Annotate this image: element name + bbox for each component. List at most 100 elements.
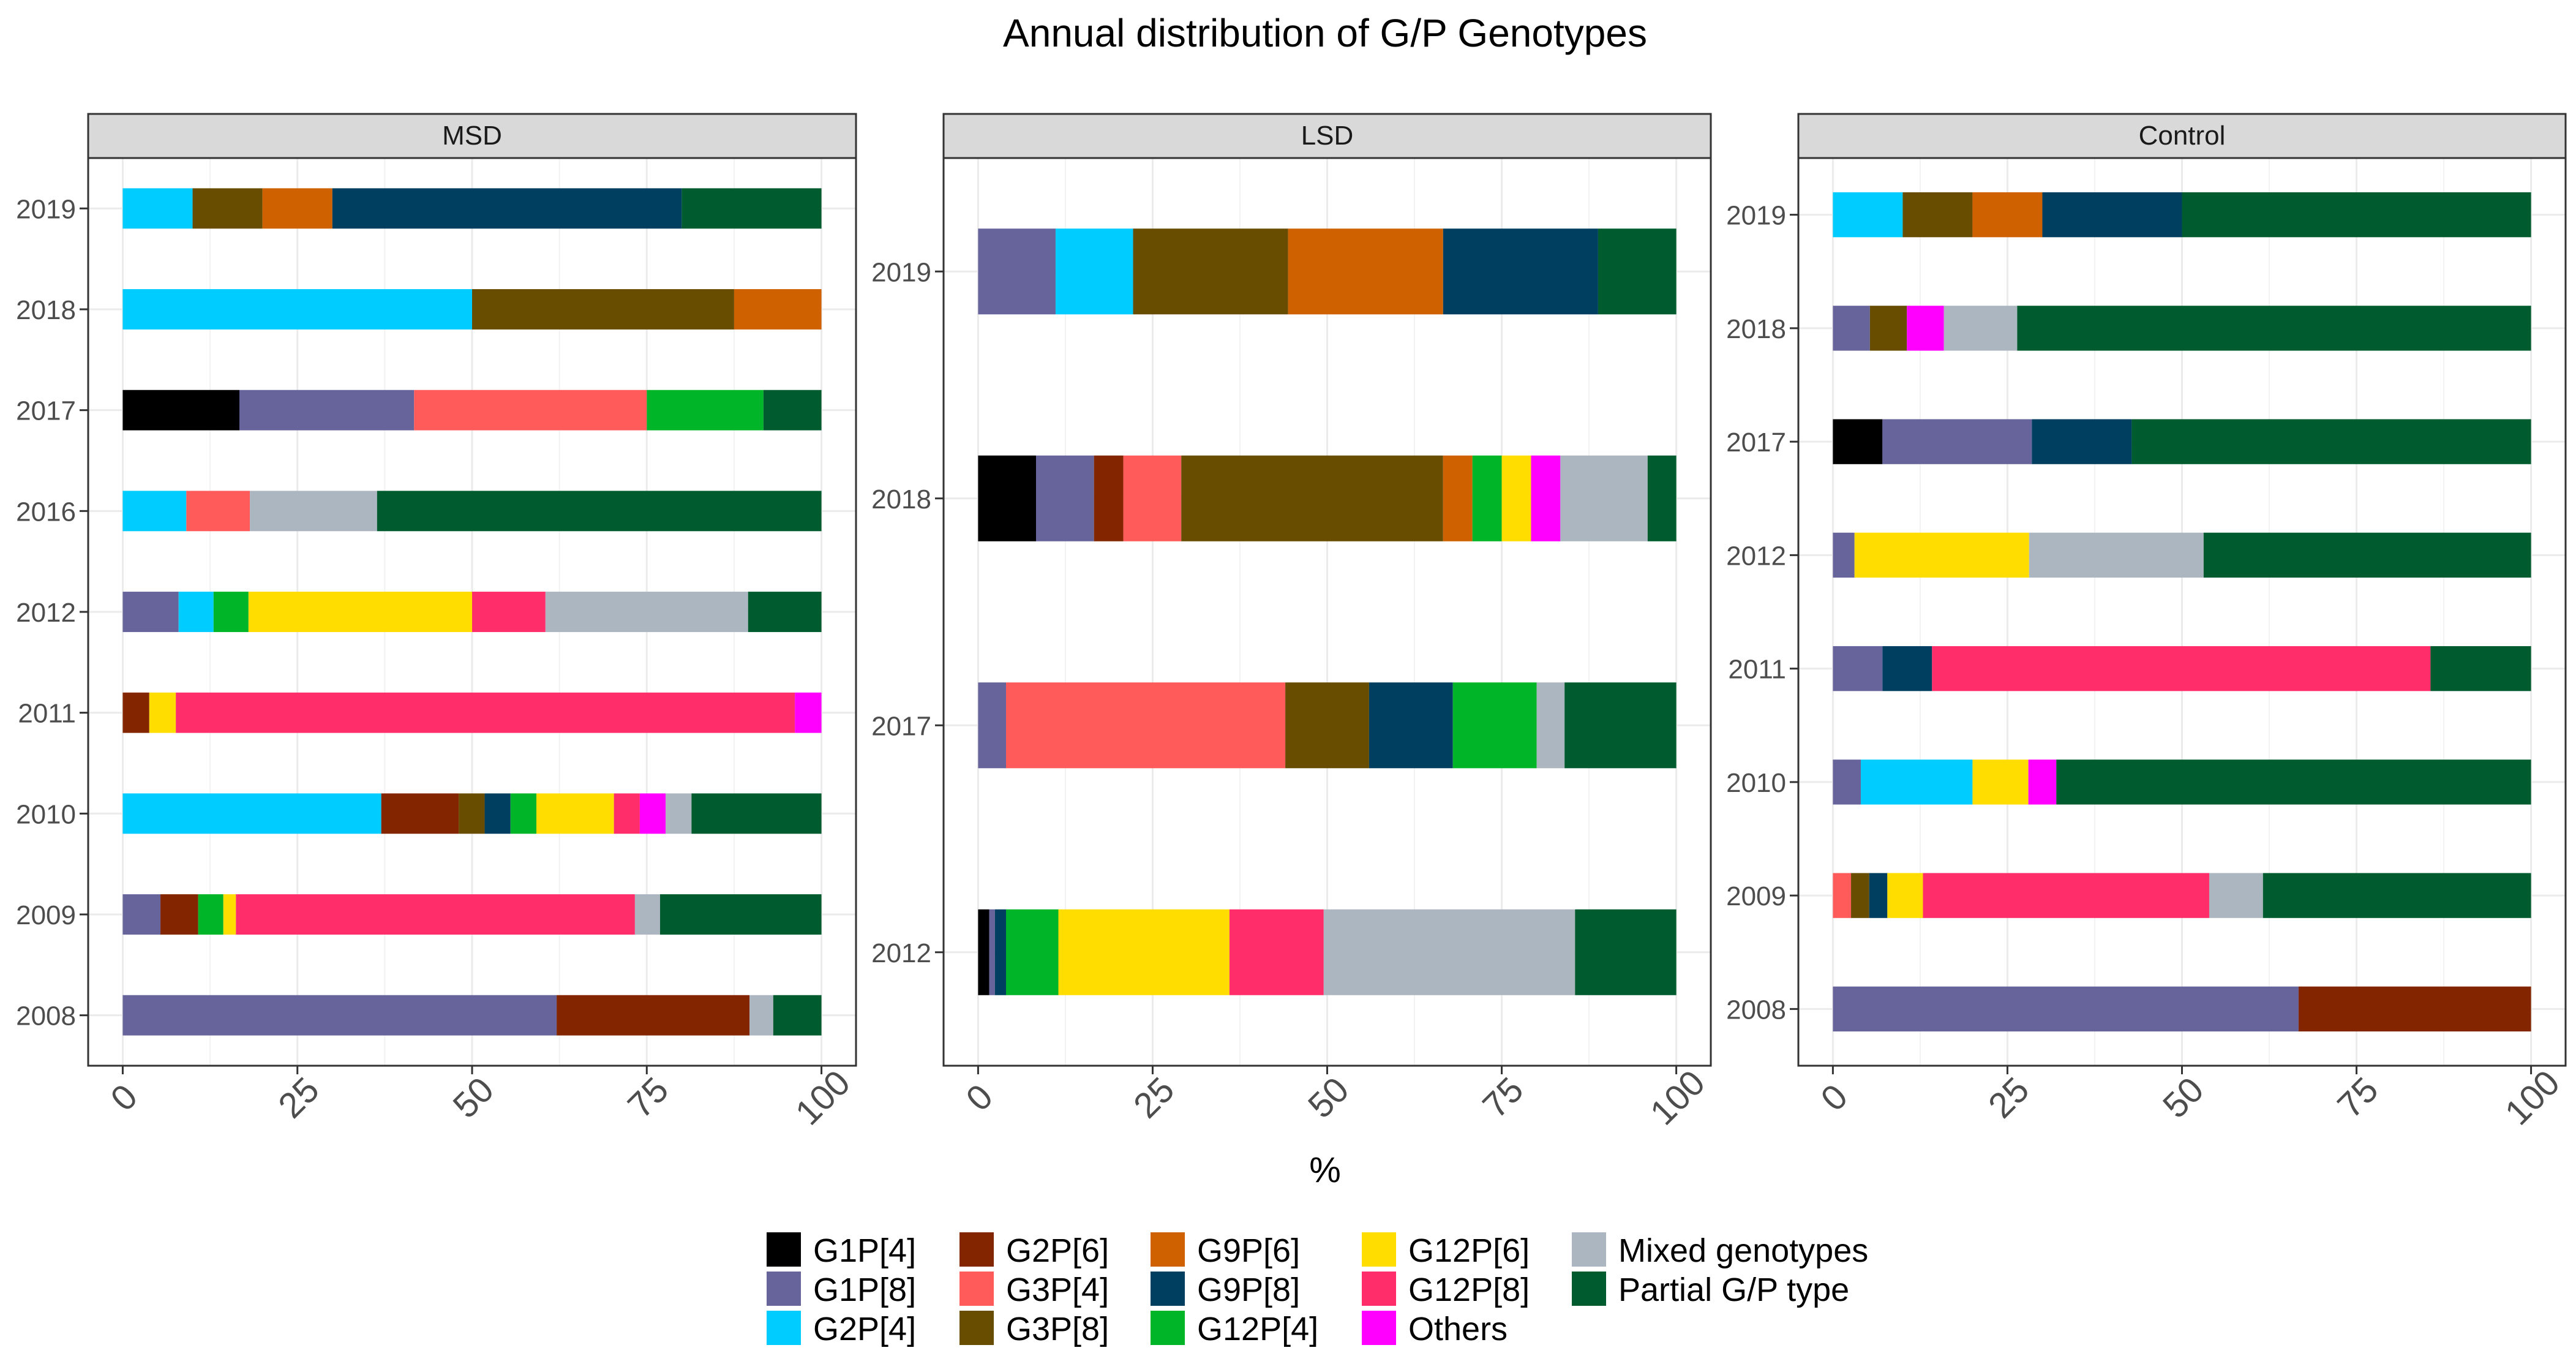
bar-segment-lsd-2018-g3p8 — [1181, 455, 1443, 541]
bar-segment-msd-2012-g1p8 — [122, 592, 179, 632]
y-tick-label-msd-2008: 2008 — [16, 1001, 76, 1031]
bar-segment-lsd-2018-g2p6 — [1094, 455, 1124, 541]
legend-label-others: Others — [1408, 1311, 1508, 1347]
bar-segment-msd-2019-g2p4 — [122, 188, 193, 229]
bar-segment-control-2018-mixedgenotypes — [1943, 306, 2018, 351]
bar-segment-msd-2009-partialgptype — [659, 894, 822, 935]
legend-key-g12p6 — [1362, 1232, 1396, 1267]
y-tick-label-msd-2018: 2018 — [16, 295, 76, 325]
bar-segment-lsd-2019-g9p8 — [1443, 228, 1598, 315]
bar-segment-msd-2011-others — [795, 692, 822, 733]
bar-segment-msd-2009-g12p8 — [236, 894, 635, 935]
bar-segment-lsd-2012-g12p6 — [1058, 909, 1230, 995]
bar-segment-lsd-2017-partialgptype — [1564, 682, 1677, 769]
y-tick-label-msd-2012: 2012 — [16, 598, 76, 628]
bar-segment-msd-2010-g9p8 — [484, 793, 511, 834]
bar-segment-lsd-2017-g3p8 — [1285, 682, 1369, 769]
x-tick-label-control-75: 75 — [2330, 1069, 2386, 1126]
legend-label-partialgptype: Partial G/P type — [1618, 1272, 1849, 1308]
y-tick-label-msd-2011: 2011 — [18, 699, 76, 729]
panel-strip-msd — [87, 113, 857, 159]
y-tick-label-control-2010: 2010 — [1726, 768, 1786, 798]
bar-segment-control-2008-g1p8 — [1833, 986, 2299, 1032]
bar-segment-control-2010-g2p4 — [1860, 759, 1973, 805]
bar-segment-control-2019-g9p8 — [2042, 192, 2182, 238]
bar-segment-msd-2009-g1p8 — [122, 894, 161, 935]
legend-key-g1p4 — [767, 1232, 801, 1267]
y-tick-label-control-2008: 2008 — [1726, 995, 1786, 1025]
x-tick-label-control-100: 100 — [2498, 1063, 2567, 1132]
bar-segment-msd-2009-g12p4 — [198, 894, 223, 935]
y-tick-label-control-2009: 2009 — [1726, 881, 1786, 911]
bar-segment-control-2019-partialgptype — [2182, 192, 2531, 238]
legend-key-g9p6 — [1151, 1232, 1185, 1267]
bar-segment-lsd-2012-g1p8 — [989, 909, 995, 995]
y-tick-label-msd-2010: 2010 — [16, 799, 76, 829]
bar-segment-control-2018-partialgptype — [2017, 306, 2531, 351]
bar-segment-lsd-2012-g1p4 — [978, 909, 989, 995]
legend-key-g12p8 — [1362, 1272, 1396, 1306]
bar-segment-msd-2012-partialgptype — [748, 592, 822, 632]
y-tick-label-control-2019: 2019 — [1726, 201, 1786, 231]
bar-segment-msd-2012-g12p4 — [213, 592, 249, 632]
bar-segment-msd-2019-partialgptype — [682, 188, 822, 229]
bar-segment-control-2010-g1p8 — [1833, 759, 1861, 805]
x-tick-label-lsd-50: 50 — [1301, 1069, 1357, 1126]
bar-segment-control-2010-partialgptype — [2056, 759, 2531, 805]
bar-segment-msd-2010-others — [639, 793, 666, 834]
x-axis-title: % — [1309, 1150, 1341, 1190]
y-tick-label-control-2018: 2018 — [1726, 314, 1786, 344]
bar-segment-control-2019-g3p8 — [1902, 192, 1973, 238]
bar-segment-msd-2016-g3p4 — [186, 491, 250, 532]
x-tick-label-msd-100: 100 — [788, 1063, 858, 1132]
bar-segment-lsd-2019-g9p6 — [1288, 228, 1443, 315]
y-tick-label-msd-2019: 2019 — [16, 194, 76, 224]
legend-key-mixedgenotypes — [1572, 1232, 1606, 1267]
x-tick-label-msd-0: 0 — [103, 1077, 145, 1119]
bar-segment-control-2018-g1p8 — [1833, 306, 1870, 351]
bar-segment-control-2009-g9p8 — [1869, 873, 1888, 918]
x-tick-label-lsd-100: 100 — [1643, 1063, 1713, 1132]
bar-segment-lsd-2018-others — [1531, 455, 1561, 541]
bar-segment-lsd-2017-g3p4 — [1005, 682, 1286, 769]
bar-segment-lsd-2018-g1p4 — [978, 455, 1037, 541]
y-tick-label-control-2017: 2017 — [1726, 428, 1786, 458]
bar-segment-msd-2009-g12p6 — [223, 894, 236, 935]
bar-segment-lsd-2018-g9p6 — [1443, 455, 1473, 541]
bar-segment-lsd-2019-partialgptype — [1598, 228, 1677, 315]
bar-segment-msd-2017-g1p4 — [122, 390, 240, 431]
bar-segment-msd-2008-g1p8 — [122, 995, 557, 1036]
bar-segment-msd-2008-partialgptype — [773, 995, 822, 1036]
bar-segment-msd-2011-g12p6 — [149, 692, 176, 733]
bar-segment-control-2008-g2p6 — [2298, 986, 2531, 1032]
chart-title: Annual distribution of G/P Genotypes — [1003, 11, 1647, 55]
legend-label-g12p4: G12P[4] — [1197, 1311, 1318, 1347]
legend-key-g3p4 — [959, 1272, 994, 1306]
bar-segment-control-2010-others — [2028, 759, 2057, 805]
legend-key-g9p8 — [1151, 1272, 1185, 1306]
y-tick-label-lsd-2012: 2012 — [871, 938, 931, 968]
bar-segment-control-2012-partialgptype — [2203, 532, 2531, 578]
bar-segment-control-2012-mixedgenotypes — [2029, 532, 2204, 578]
bar-segment-lsd-2018-g1p8 — [1036, 455, 1094, 541]
panel-strip-label-control: Control — [2139, 121, 2226, 151]
bar-segment-control-2018-others — [1907, 306, 1944, 351]
bar-segment-control-2009-partialgptype — [2262, 873, 2531, 918]
bar-segment-lsd-2017-mixedgenotypes — [1536, 682, 1565, 769]
bar-segment-msd-2010-g3p8 — [459, 793, 485, 834]
bar-segment-lsd-2018-partialgptype — [1647, 455, 1677, 541]
bar-segment-control-2009-g12p6 — [1887, 873, 1923, 918]
bar-segment-msd-2017-g1p8 — [239, 390, 415, 431]
bar-segment-msd-2008-g2p6 — [557, 995, 750, 1036]
bar-segment-msd-2016-g2p4 — [122, 491, 187, 532]
x-tick-label-lsd-0: 0 — [958, 1077, 1001, 1119]
bar-segment-msd-2008-mixedgenotypes — [749, 995, 773, 1036]
legend-label-g9p8: G9P[8] — [1197, 1272, 1300, 1308]
bar-segment-msd-2017-g3p4 — [414, 390, 647, 431]
bar-segment-lsd-2017-g9p8 — [1369, 682, 1453, 769]
bar-segment-control-2011-g12p8 — [1932, 646, 2431, 691]
legend-label-g9p6: G9P[6] — [1197, 1232, 1300, 1269]
bar-segment-control-2017-g1p8 — [1882, 419, 2032, 464]
y-tick-label-msd-2017: 2017 — [16, 396, 76, 426]
